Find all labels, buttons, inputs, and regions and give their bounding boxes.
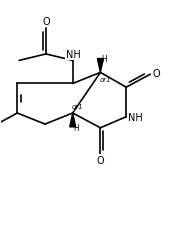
Text: H: H: [74, 123, 79, 132]
Polygon shape: [70, 114, 76, 127]
Text: O: O: [97, 156, 104, 166]
Text: H: H: [101, 54, 107, 63]
Text: or1: or1: [100, 77, 111, 83]
Text: or1: or1: [72, 104, 83, 110]
Text: NH: NH: [128, 112, 143, 122]
Text: NH: NH: [66, 50, 81, 60]
Text: O: O: [152, 69, 160, 79]
Polygon shape: [97, 59, 103, 73]
Text: O: O: [42, 17, 50, 27]
